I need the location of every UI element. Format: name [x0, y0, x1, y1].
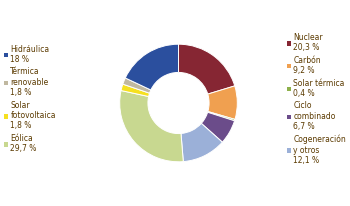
Legend: Nuclear
20,3 %, Carbón
9,2 %, Solar térmica
0,4 %, Ciclo
combinado
6,7 %, Cogene: Nuclear 20,3 %, Carbón 9,2 %, Solar térm… [287, 33, 346, 165]
Wedge shape [178, 44, 235, 94]
Legend: Hidráulica
18 %, Térmica
renovable
1,8 %, Solar
fotovoltaica
1,8 %, Eólica
29,7 : Hidráulica 18 %, Térmica renovable 1,8 %… [4, 44, 56, 153]
Wedge shape [208, 111, 235, 121]
Wedge shape [201, 112, 234, 142]
Wedge shape [120, 90, 183, 162]
Wedge shape [123, 78, 151, 93]
Wedge shape [208, 86, 237, 119]
Wedge shape [121, 84, 149, 97]
Wedge shape [125, 44, 178, 90]
Wedge shape [181, 123, 222, 162]
